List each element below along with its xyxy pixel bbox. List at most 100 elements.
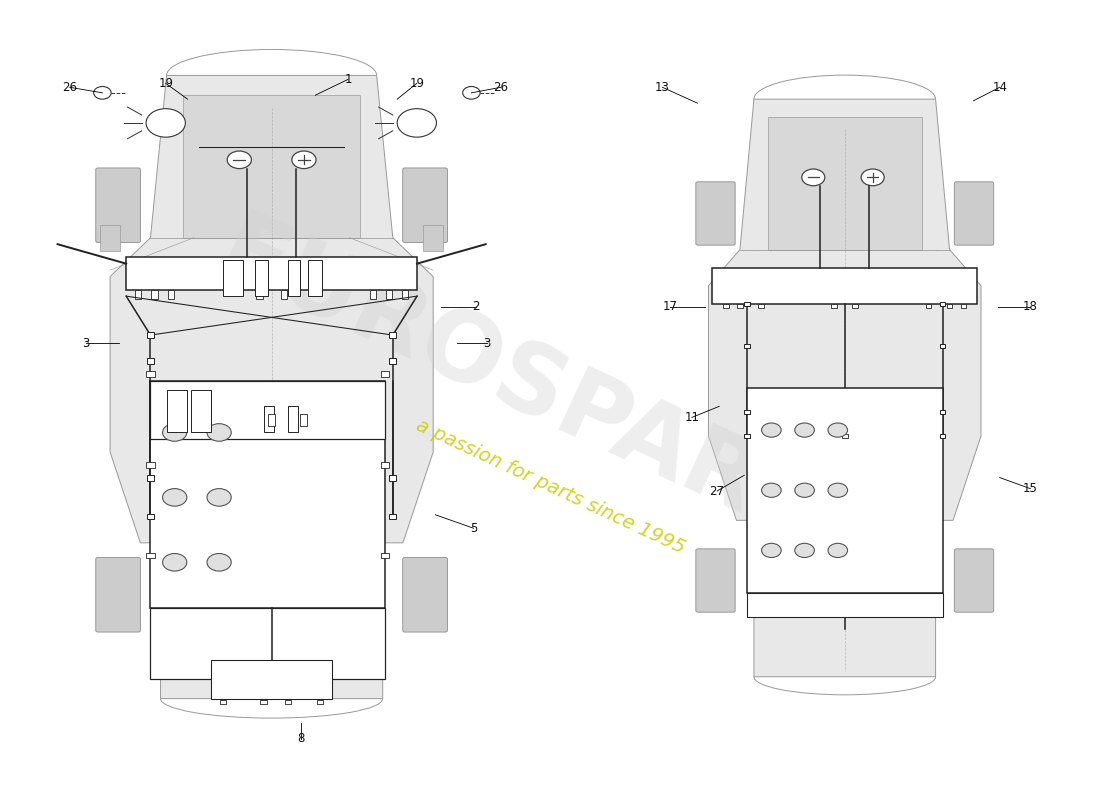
Bar — [939, 344, 945, 348]
Bar — [389, 514, 396, 519]
Circle shape — [292, 151, 316, 169]
Text: 19: 19 — [158, 77, 173, 90]
Bar — [747, 593, 943, 617]
Text: EUROSPARES: EUROSPARES — [204, 206, 896, 594]
FancyBboxPatch shape — [696, 549, 735, 612]
Bar — [285, 699, 292, 704]
Bar — [842, 434, 847, 438]
Bar — [126, 257, 417, 290]
Circle shape — [228, 151, 252, 169]
FancyBboxPatch shape — [403, 558, 448, 632]
Bar — [960, 304, 966, 308]
Bar — [381, 553, 389, 558]
Bar — [381, 462, 389, 467]
Circle shape — [861, 169, 884, 186]
Circle shape — [163, 489, 187, 506]
Text: 19: 19 — [409, 77, 425, 90]
Text: a passion for parts since 1995: a passion for parts since 1995 — [412, 416, 688, 558]
Bar — [166, 390, 187, 433]
Ellipse shape — [183, 381, 361, 614]
Bar — [852, 304, 858, 308]
Bar — [146, 462, 155, 467]
Bar — [256, 290, 263, 299]
Text: 15: 15 — [1023, 482, 1037, 495]
Bar — [151, 608, 385, 679]
Text: 3: 3 — [483, 337, 491, 350]
FancyBboxPatch shape — [955, 182, 993, 245]
Circle shape — [207, 489, 231, 506]
Text: 14: 14 — [992, 81, 1008, 94]
Circle shape — [163, 554, 187, 571]
Text: 5: 5 — [470, 522, 477, 534]
Bar — [308, 261, 322, 296]
Bar — [939, 434, 945, 438]
Bar — [267, 414, 275, 426]
Text: 18: 18 — [1023, 300, 1037, 313]
Circle shape — [94, 86, 111, 99]
Circle shape — [397, 109, 437, 137]
Circle shape — [146, 109, 186, 137]
Bar — [768, 118, 922, 250]
Circle shape — [802, 169, 825, 186]
Bar — [264, 406, 274, 433]
Circle shape — [795, 483, 814, 498]
Bar — [100, 225, 120, 250]
Bar — [712, 268, 978, 304]
FancyBboxPatch shape — [696, 182, 735, 245]
Circle shape — [761, 423, 781, 437]
Circle shape — [207, 424, 231, 442]
Bar — [135, 290, 142, 299]
Bar — [288, 406, 298, 433]
FancyBboxPatch shape — [403, 168, 448, 242]
Circle shape — [163, 424, 187, 442]
Bar — [211, 660, 332, 698]
Bar — [255, 261, 267, 296]
Text: 27: 27 — [710, 485, 725, 498]
Bar — [146, 333, 154, 338]
Bar — [152, 290, 157, 299]
Circle shape — [828, 543, 847, 558]
Bar — [190, 390, 211, 433]
Polygon shape — [110, 75, 433, 698]
Text: 2: 2 — [472, 300, 480, 313]
Bar — [389, 475, 396, 481]
Circle shape — [207, 554, 231, 571]
Text: 13: 13 — [654, 81, 670, 94]
Bar — [939, 410, 945, 414]
FancyBboxPatch shape — [96, 558, 141, 632]
Bar — [744, 344, 750, 348]
Circle shape — [761, 543, 781, 558]
Text: 17: 17 — [662, 300, 678, 313]
Bar — [744, 410, 750, 414]
Bar — [300, 414, 307, 426]
Text: 26: 26 — [63, 81, 77, 94]
Bar — [370, 290, 375, 299]
Bar — [220, 699, 227, 704]
Bar — [926, 304, 932, 308]
Bar — [402, 290, 408, 299]
Bar — [744, 302, 750, 306]
Bar — [744, 434, 750, 438]
Bar — [151, 381, 385, 608]
Circle shape — [795, 543, 814, 558]
Text: 26: 26 — [494, 81, 508, 94]
Bar — [832, 304, 837, 308]
Polygon shape — [708, 99, 981, 677]
Circle shape — [828, 483, 847, 498]
Bar — [146, 371, 155, 377]
Bar — [758, 304, 763, 308]
Circle shape — [828, 423, 847, 437]
Bar — [381, 371, 389, 377]
Bar — [280, 290, 287, 299]
Bar — [261, 699, 267, 704]
Circle shape — [761, 483, 781, 498]
FancyBboxPatch shape — [955, 549, 993, 612]
Text: 8: 8 — [297, 732, 305, 746]
Bar — [723, 304, 729, 308]
Bar — [151, 381, 385, 439]
Bar — [747, 388, 943, 593]
Bar — [947, 304, 953, 308]
Bar — [317, 699, 323, 704]
Text: 3: 3 — [82, 337, 90, 350]
Bar — [183, 95, 361, 238]
